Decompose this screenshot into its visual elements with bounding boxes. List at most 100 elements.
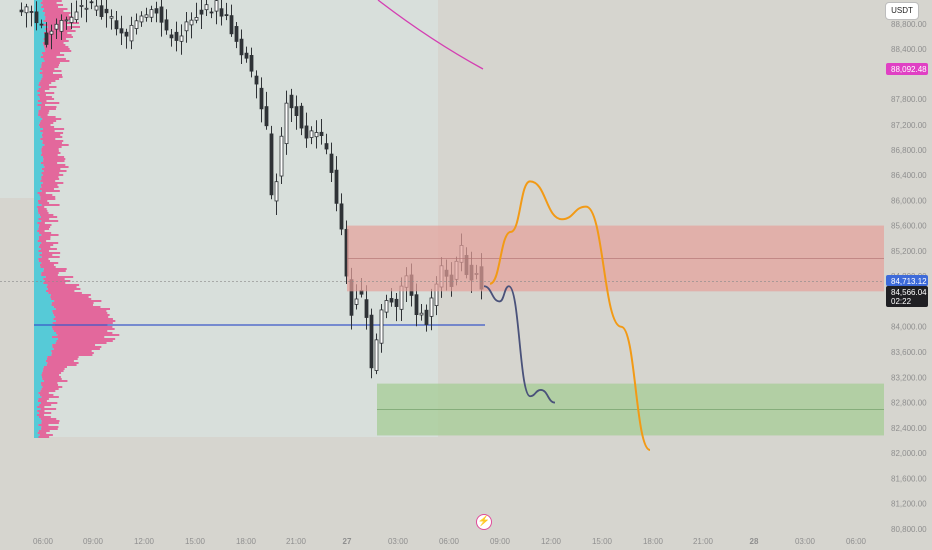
profile-bar-pink [38,124,51,126]
profile-bar-cyan [34,62,42,64]
profile-bar-cyan [34,286,47,288]
profile-bar-pink [41,272,59,274]
profile-bar-pink [39,404,52,406]
candle-body [194,17,199,21]
profile-bar-cyan [34,106,41,108]
profile-bar-cyan [34,236,39,238]
currency-badge[interactable]: USDT [885,2,919,20]
y-tick-label: 81,200.00 [891,500,927,509]
profile-bar-cyan [34,336,53,338]
price-axis[interactable]: 86,400.0086,000.0085,600.0085,200.0084,8… [891,20,927,534]
candle-body [144,14,149,18]
profile-bar-pink [43,8,68,10]
profile-bar-pink [41,102,60,104]
profile-bar-pink [38,436,50,438]
profile-bar-pink [40,68,55,70]
close-price-tag-bg [886,286,928,307]
profile-bar-pink [42,142,62,144]
profile-bar-cyan [34,42,43,44]
profile-bar-cyan [34,172,42,174]
profile-bar-pink [42,118,62,120]
profile-bar-cyan [34,116,41,118]
profile-bar-cyan [34,396,42,398]
profile-bar-cyan [34,238,39,240]
profile-bar-cyan [34,168,42,170]
profile-bar-pink [40,56,57,58]
profile-bar-cyan [34,150,42,152]
profile-bar-cyan [34,366,44,368]
profile-bar-pink [38,114,48,116]
y-tick-label: 83,200.00 [891,373,927,382]
profile-bar-pink [37,406,45,408]
profile-bar-cyan [34,318,54,320]
profile-bar-cyan [34,156,43,158]
candle-body [69,16,74,23]
profile-bar-pink [39,214,54,216]
profile-bar-cyan [34,234,42,236]
profile-bar-pink [40,106,57,108]
profile-bar-cyan [34,416,39,418]
profile-bar-pink [42,54,65,56]
profile-bar-cyan [34,364,47,366]
profile-bar-pink [45,36,73,38]
profile-bar-cyan [34,114,39,116]
profile-bar-cyan [34,222,38,224]
forecast-lines [0,0,884,451]
profile-bar-pink [41,150,59,152]
profile-bar-pink [37,210,48,212]
profile-bar-cyan [34,14,45,16]
profile-bar-pink [41,66,59,68]
profile-bar-pink [47,362,79,364]
profile-bar-pink [52,328,115,330]
profile-bar-cyan [34,136,43,138]
profile-bar-cyan [34,160,44,162]
profile-bar-pink [38,112,49,114]
profile-bar-cyan [34,220,42,222]
profile-bar-pink [41,252,61,254]
profile-bar-pink [47,284,80,286]
x-tick-label: 09:00 [83,537,104,546]
profile-bar-pink [43,158,66,160]
profile-bar-cyan [34,76,43,78]
y-tick-label: 82,400.00 [891,424,927,433]
profile-bar-pink [43,32,68,34]
y-tick-label: 85,600.00 [891,222,927,231]
profile-bar-cyan [34,218,39,220]
profile-bar-pink [51,302,94,304]
profile-bar-cyan [34,246,39,248]
profile-bar-pink [39,434,53,436]
profile-bar-pink [40,382,58,384]
candle-body [59,20,64,32]
profile-bar-pink [52,346,102,348]
profile-bar-pink [54,300,102,302]
profile-bar-cyan [34,36,46,38]
candle-body [119,28,124,34]
profile-bar-cyan [34,390,41,392]
profile-bar-cyan [34,384,42,386]
profile-bar-cyan [34,258,39,260]
profile-bar-cyan [34,274,42,276]
profile-bar-cyan [34,328,53,330]
profile-bar-cyan [34,118,43,120]
profile-bar-cyan [34,84,39,86]
profile-bar-pink [40,198,56,200]
profile-bar-cyan [34,102,42,104]
profile-bar-pink [37,208,47,210]
x-tick-label: 03:00 [388,537,409,546]
profile-bar-cyan [34,296,51,298]
profile-bar-cyan [34,298,52,300]
time-axis[interactable]: 06:00 09:00 12:00 15:00 18:00 21:00 27 03:00 06:… [33,537,867,546]
profile-bar-cyan [34,278,44,280]
profile-bar-cyan [34,232,40,234]
profile-bar-pink [37,90,45,92]
profile-bar-pink [41,178,60,180]
profile-bar-pink [41,428,58,430]
profile-bar-cyan [34,86,41,88]
y-tick-label: 86,800.00 [891,146,927,155]
profile-bar-pink [45,50,72,52]
countdown-text: 02:22 [891,297,912,306]
profile-bar-pink [55,320,116,322]
profile-bar-pink [43,38,67,40]
